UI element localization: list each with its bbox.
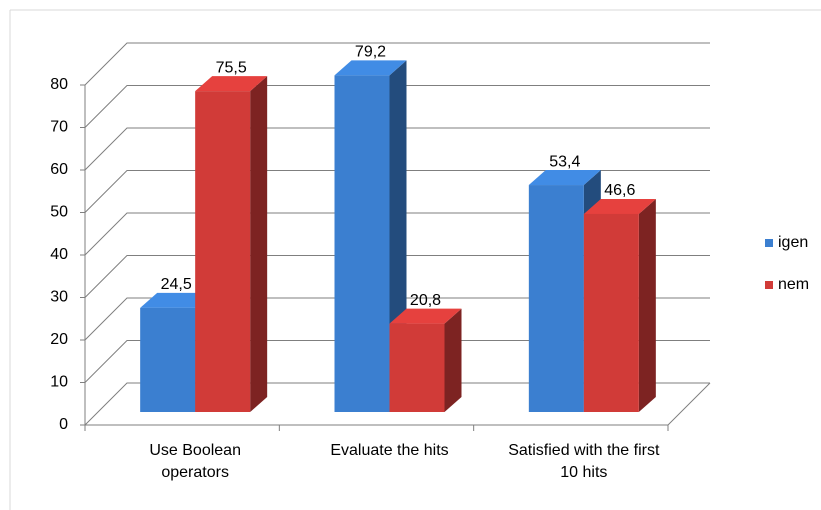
- grid-line: [84, 382, 710, 426]
- bar-top: [528, 170, 601, 186]
- bar-top: [583, 198, 656, 214]
- legend-label: igen: [778, 234, 808, 251]
- bar: [140, 307, 196, 412]
- y-tick-label: 0: [59, 416, 68, 433]
- grid-line: [84, 42, 710, 86]
- x-tick-label: Evaluate the hits: [330, 442, 449, 459]
- bar-top: [334, 60, 407, 76]
- bar: [389, 323, 445, 412]
- bar: [528, 185, 584, 412]
- grid-line: [84, 255, 710, 298]
- x-tick-label: Use Boolean operators: [149, 442, 241, 481]
- grid-line: [84, 170, 710, 213]
- bar: [583, 213, 639, 412]
- legend-label: nem: [778, 276, 809, 293]
- bar-top: [140, 292, 213, 308]
- grid-line: [84, 297, 710, 341]
- legend-swatch: [765, 281, 773, 289]
- y-tick-label: 50: [50, 204, 68, 221]
- bar-top: [195, 76, 268, 92]
- y-tick-label: 40: [50, 246, 68, 263]
- grid-line: [84, 127, 710, 171]
- y-tick-label: 10: [50, 374, 68, 391]
- data-label: 24,5: [161, 276, 192, 293]
- grid-line: [84, 340, 710, 383]
- y-tick-label: 80: [50, 76, 68, 93]
- legend-swatch: [765, 239, 773, 247]
- data-label: 46,6: [604, 182, 635, 199]
- data-label: 79,2: [355, 44, 386, 61]
- x-tick-label: Satisfied with the first 10 hits: [508, 442, 660, 481]
- bar: [195, 91, 251, 412]
- data-label: 75,5: [216, 59, 247, 76]
- grid-line: [84, 85, 710, 128]
- bar-side: [444, 308, 462, 412]
- data-label: 20,8: [410, 292, 441, 309]
- grid-line: [84, 212, 710, 256]
- y-tick-label: 30: [50, 289, 68, 306]
- y-tick-label: 60: [50, 161, 68, 178]
- bar-side: [250, 76, 268, 412]
- y-tick-label: 20: [50, 331, 68, 348]
- y-tick-label: 70: [50, 119, 68, 136]
- bar-side: [638, 198, 656, 412]
- data-label: 53,4: [549, 153, 580, 170]
- bar-top: [389, 308, 462, 324]
- bar: [334, 75, 390, 413]
